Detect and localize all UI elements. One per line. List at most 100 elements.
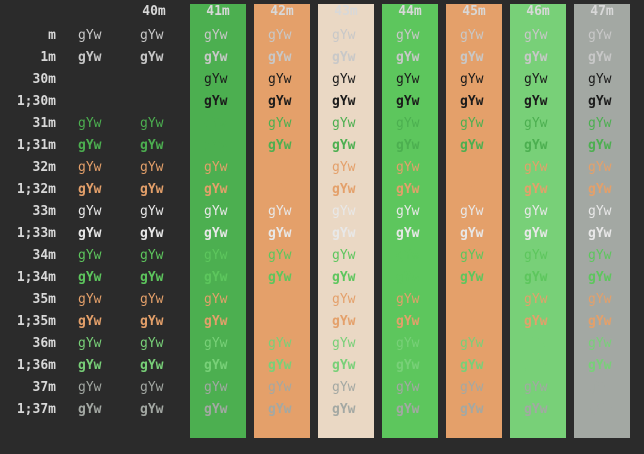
sample-cell: gYw — [524, 138, 548, 153]
sample-cell: gYw — [524, 50, 548, 65]
sample-cell: gYw — [332, 336, 356, 351]
sample-cell: gYw — [396, 72, 420, 87]
sample-cell: gYw — [268, 28, 292, 43]
sample-cell: gYw — [396, 336, 420, 351]
sample-cell: gYw — [396, 204, 420, 219]
sample-cell: gYw — [396, 292, 420, 307]
sample-cell: gYw — [332, 138, 356, 153]
sample-cell: gYw — [588, 138, 612, 153]
sample-cell: gYw — [140, 226, 164, 241]
sample-cell: gYw — [204, 116, 228, 131]
sample-cell: gYw — [268, 358, 292, 373]
sample-cell: gYw — [524, 94, 548, 109]
sample-cell: gYw — [460, 380, 484, 395]
sample-cell: gYw — [268, 204, 292, 219]
sample-cell: gYw — [268, 226, 292, 241]
sample-cell: gYw — [78, 292, 102, 307]
sample-cell: gYw — [140, 116, 164, 131]
sample-cell: gYw — [140, 358, 164, 373]
sample-cell: gYw — [140, 292, 164, 307]
sample-cell: gYw — [396, 138, 420, 153]
sample-cell: gYw — [524, 226, 548, 241]
sample-cell: gYw — [396, 380, 420, 395]
sample-cell: gYw — [524, 336, 548, 351]
sample-cell: gYw — [140, 160, 164, 175]
column-header-47m: 47m — [590, 4, 614, 19]
sample-cell: gYw — [204, 138, 228, 153]
sample-cell: gYw — [460, 204, 484, 219]
column-header-46m: 46m — [526, 4, 550, 19]
row-label-32m: 32m — [32, 160, 56, 175]
sample-cell: gYw — [78, 270, 102, 285]
sample-cell: gYw — [140, 182, 164, 197]
sample-cell: gYw — [332, 116, 356, 131]
sample-cell: gYw — [140, 336, 164, 351]
sample-cell: gYw — [460, 248, 484, 263]
column-header-41m: 41m — [206, 4, 230, 19]
sample-cell: gYw — [588, 182, 612, 197]
sample-cell: gYw — [140, 380, 164, 395]
sample-cell: gYw — [460, 336, 484, 351]
sample-cell: gYw — [204, 182, 228, 197]
sample-cell: gYw — [140, 270, 164, 285]
sample-cell: gYw — [460, 358, 484, 373]
bg-column-46m — [510, 4, 566, 438]
sample-cell: gYw — [396, 182, 420, 197]
column-header-40m: 40m — [142, 4, 166, 19]
sample-cell: gYw — [78, 160, 102, 175]
sample-cell: gYw — [460, 28, 484, 43]
sample-cell: gYw — [396, 314, 420, 329]
sample-cell: gYw — [268, 402, 292, 417]
sample-cell: gYw — [524, 402, 548, 417]
sample-cell: gYw — [332, 28, 356, 43]
column-header-43m: 43m — [334, 4, 358, 19]
column-header-44m: 44m — [398, 4, 422, 19]
row-label-1-36m: 1;36m — [16, 358, 56, 373]
sample-cell: gYw — [460, 270, 484, 285]
row-label-37m: 37m — [32, 380, 56, 395]
sample-cell: gYw — [524, 314, 548, 329]
sample-cell: gYw — [78, 50, 102, 65]
row-label-m: m — [48, 28, 56, 43]
sample-cell: gYw — [204, 248, 228, 263]
sample-cell: gYw — [588, 226, 612, 241]
sample-cell: gYw — [460, 72, 484, 87]
sample-cell: gYw — [78, 116, 102, 131]
row-label-1-32m: 1;32m — [16, 182, 56, 197]
sample-cell: gYw — [396, 270, 420, 285]
row-label-1-35m: 1;35m — [16, 314, 56, 329]
sample-cell: gYw — [524, 292, 548, 307]
sample-cell: gYw — [204, 336, 228, 351]
sample-cell: gYw — [268, 94, 292, 109]
sample-cell: gYw — [524, 204, 548, 219]
sample-cell: gYw — [396, 50, 420, 65]
sample-cell: gYw — [204, 204, 228, 219]
sample-cell: gYw — [332, 160, 356, 175]
sample-cell: gYw — [204, 314, 228, 329]
sample-cell: gYw — [524, 160, 548, 175]
sample-cell: gYw — [396, 94, 420, 109]
sample-cell: gYw — [396, 116, 420, 131]
sample-cell: gYw — [396, 160, 420, 175]
sample-cell: gYw — [460, 94, 484, 109]
row-label-1m: 1m — [40, 50, 56, 65]
sample-cell: gYw — [396, 248, 420, 263]
sample-cell: gYw — [268, 380, 292, 395]
sample-cell: gYw — [588, 28, 612, 43]
sample-cell: gYw — [204, 28, 228, 43]
sample-cell: gYw — [460, 292, 484, 307]
row-label-1-34m: 1;34m — [16, 270, 56, 285]
sample-cell: gYw — [588, 50, 612, 65]
sample-cell: gYw — [524, 28, 548, 43]
sample-cell: gYw — [268, 314, 292, 329]
sample-cell: gYw — [140, 314, 164, 329]
sample-cell: gYw — [78, 380, 102, 395]
sample-cell: gYw — [78, 138, 102, 153]
sample-cell: gYw — [78, 336, 102, 351]
sample-cell: gYw — [268, 50, 292, 65]
sample-cell: gYw — [588, 72, 612, 87]
sample-cell: gYw — [140, 28, 164, 43]
sample-cell: gYw — [140, 138, 164, 153]
sample-cell: gYw — [268, 72, 292, 87]
